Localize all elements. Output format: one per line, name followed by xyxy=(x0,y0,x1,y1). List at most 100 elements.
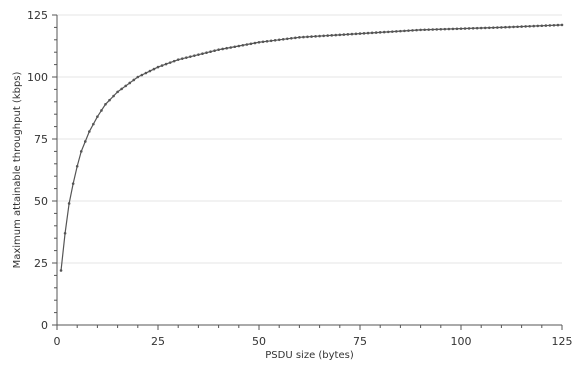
y-axis-label: Maximum attainable throughput (kbps) xyxy=(12,71,23,268)
x-tick-label-125: 125 xyxy=(552,335,573,348)
data-point xyxy=(189,55,192,58)
data-point xyxy=(310,35,313,38)
data-point xyxy=(415,28,418,32)
data-point xyxy=(269,39,273,43)
data-point xyxy=(532,24,536,28)
data-point xyxy=(346,33,350,36)
data-point xyxy=(306,35,309,39)
data-point xyxy=(431,28,435,31)
data-point xyxy=(455,27,459,31)
data-point xyxy=(104,102,107,106)
data-point xyxy=(366,31,370,35)
data-point xyxy=(391,30,394,33)
data-point xyxy=(281,38,285,41)
x-tick-label-0: 0 xyxy=(54,335,61,348)
data-point xyxy=(314,35,317,38)
x-tick-label-50: 50 xyxy=(252,335,266,348)
data-point xyxy=(205,51,208,54)
data-point xyxy=(560,23,564,27)
data-point xyxy=(439,27,443,31)
data-point xyxy=(407,29,410,32)
data-point xyxy=(217,48,220,52)
data-point xyxy=(487,26,491,30)
data-point xyxy=(120,87,123,91)
y-tick-label-0: 0 xyxy=(41,319,48,332)
data-point xyxy=(59,269,63,272)
data-point xyxy=(116,90,119,94)
data-point xyxy=(500,26,503,29)
data-point xyxy=(261,40,265,44)
data-point xyxy=(112,94,115,98)
data-point xyxy=(378,31,382,34)
data-point xyxy=(63,231,67,235)
data-point xyxy=(108,98,111,102)
data-point xyxy=(253,41,257,45)
data-point xyxy=(156,65,160,69)
data-point xyxy=(197,53,200,56)
data-point xyxy=(471,26,475,30)
data-point xyxy=(508,25,511,29)
data-point xyxy=(148,69,152,73)
data-point xyxy=(483,26,487,30)
data-point xyxy=(71,182,75,185)
data-point xyxy=(395,30,398,33)
data-point xyxy=(184,56,188,59)
data-point xyxy=(100,109,103,112)
data-point xyxy=(362,32,366,35)
y-tick-label-25: 25 xyxy=(34,257,48,270)
x-tick-label-100: 100 xyxy=(451,335,472,348)
data-point xyxy=(233,45,237,49)
data-point xyxy=(298,36,301,39)
data-point xyxy=(302,35,305,39)
tick-labels: 0 25 50 75 100 125 0 25 50 75 100 125 xyxy=(27,9,573,348)
grid-lines xyxy=(57,14,562,264)
y-tick-label-50: 50 xyxy=(34,195,48,208)
data-point xyxy=(318,34,321,38)
x-tick-label-25: 25 xyxy=(151,335,165,348)
data-point xyxy=(124,84,127,88)
data-point xyxy=(193,54,196,57)
data-point xyxy=(528,24,531,28)
data-point xyxy=(467,27,471,30)
data-point xyxy=(540,24,544,28)
data-point xyxy=(516,25,519,29)
data-point xyxy=(342,33,346,36)
data-point xyxy=(358,32,362,35)
data-point xyxy=(160,64,164,67)
data-point xyxy=(370,31,374,35)
data-point xyxy=(152,67,156,71)
data-point xyxy=(443,27,447,31)
x-tick-label-75: 75 xyxy=(353,335,367,348)
data-point xyxy=(225,46,228,50)
y-tick-label-100: 100 xyxy=(27,71,48,84)
data-point xyxy=(463,27,467,30)
data-point xyxy=(524,25,527,28)
data-point xyxy=(350,32,354,36)
data-point xyxy=(164,62,168,66)
data-point xyxy=(427,28,430,31)
data-point xyxy=(374,31,378,34)
data-point xyxy=(176,58,180,61)
data-point xyxy=(257,40,261,44)
data-point xyxy=(172,59,176,63)
series-line xyxy=(60,24,563,271)
data-point xyxy=(544,24,548,27)
data-point xyxy=(475,26,479,30)
data-point xyxy=(201,52,204,55)
data-point xyxy=(423,28,426,32)
data-point xyxy=(492,26,495,29)
data-point xyxy=(96,115,99,118)
axes xyxy=(56,15,562,326)
data-point xyxy=(338,33,342,37)
tick-marks xyxy=(52,14,563,330)
data-point xyxy=(213,49,216,53)
data-point xyxy=(496,26,499,29)
data-point xyxy=(479,26,483,30)
data-point xyxy=(249,42,253,46)
data-point xyxy=(75,164,79,168)
data-point xyxy=(294,36,297,40)
data-point xyxy=(520,25,523,28)
data-point xyxy=(88,130,91,133)
data-point xyxy=(140,73,144,77)
